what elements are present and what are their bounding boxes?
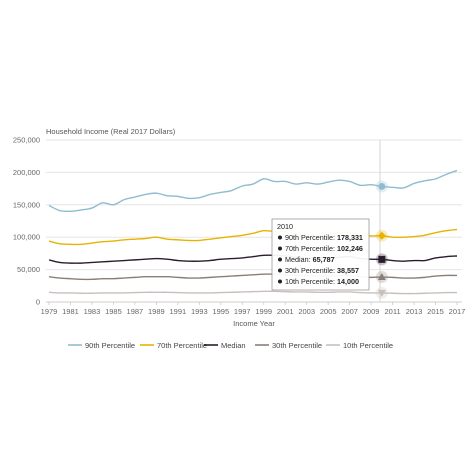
x-tick-label: 1999: [255, 307, 272, 316]
x-tick-label: 1991: [169, 307, 186, 316]
tooltip-bullet: [278, 235, 282, 240]
y-axis-ticks: 250,000 200,000 150,000 100,000 50,000 0: [13, 136, 40, 307]
y-tick-label: 200,000: [13, 168, 40, 177]
tooltip: 2010 90th Percentile: 178,331 70th Percen…: [271, 218, 370, 291]
x-tick-label: 1985: [105, 307, 122, 316]
tooltip-row-label: 90th Percentile: [285, 233, 333, 242]
tooltip-row-separator: :: [333, 233, 337, 242]
tooltip-bullet: [278, 279, 282, 284]
tooltip-row-value: 178,331: [337, 233, 363, 242]
tooltip-row-value: 102,246: [337, 244, 363, 253]
legend[interactable]: 90th Percentile 70th Percentile Median 30th…: [68, 341, 393, 350]
tooltip-row-separator: :: [309, 255, 313, 264]
y-axis-title: Household Income (Real 2017 Dollars): [46, 127, 176, 136]
legend-item-3[interactable]: 30th Percentile: [255, 341, 322, 350]
x-tick-label: 1997: [234, 307, 251, 316]
tooltip-row-label: 10th Percentile: [285, 277, 333, 286]
x-tick-label: 2017: [449, 307, 466, 316]
tooltip-box: [271, 218, 370, 291]
legend-label: 10th Percentile: [343, 341, 393, 350]
x-tick-label: 2011: [385, 307, 401, 316]
legend-label: 30th Percentile: [272, 341, 322, 350]
legend-label: 90th Percentile: [85, 341, 135, 350]
tooltip-row-label: 70th Percentile: [285, 244, 333, 253]
tooltip-row-value: 38,557: [337, 266, 359, 275]
tooltip-row: 70th Percentile: 102,246: [285, 244, 363, 253]
y-tick-label: 0: [36, 298, 40, 307]
tooltip-row: Median: 65,787: [285, 255, 335, 264]
legend-item-4[interactable]: 10th Percentile: [326, 341, 393, 350]
series-lines[interactable]: [48, 169, 458, 295]
x-tick-label: 2003: [298, 307, 315, 316]
tooltip-row-label: Median: [285, 255, 309, 264]
tooltip-bullet: [278, 257, 282, 262]
gridlines: [46, 139, 462, 271]
series-line-2[interactable]: [48, 254, 458, 264]
x-tick-label: 2007: [341, 307, 358, 316]
series-line-1[interactable]: [48, 228, 458, 246]
x-tick-label: 1993: [191, 307, 208, 316]
hover-marker: [377, 231, 386, 240]
x-tick-label: 1981: [62, 307, 79, 316]
y-tick-label: 150,000: [13, 200, 40, 209]
x-tick-label: 1987: [127, 307, 144, 316]
y-tick-label: 250,000: [13, 136, 40, 145]
tooltip-title: 2010: [277, 222, 293, 231]
series-line-4[interactable]: [48, 290, 458, 295]
tooltip-row: 10th Percentile: 14,000: [285, 277, 359, 286]
x-axis-ticks: 1979 1981 1983 1985 1987 1989 1991 1993 1995 1997…: [41, 302, 466, 316]
x-tick-label: 1995: [212, 307, 229, 316]
series-line-3[interactable]: [48, 273, 458, 281]
y-tick-label: 50,000: [17, 265, 40, 274]
hover-markers: [375, 180, 388, 299]
x-tick-label: 1979: [41, 307, 58, 316]
x-tick-label: 2001: [277, 307, 294, 316]
x-tick-label: 1983: [84, 307, 101, 316]
tooltip-row-label: 30th Percentile: [285, 266, 333, 275]
tooltip-row-value: 65,787: [313, 255, 335, 264]
hover-marker: [377, 273, 386, 281]
legend-item-0[interactable]: 90th Percentile: [68, 341, 135, 350]
tooltip-row-value: 14,000: [337, 277, 359, 286]
x-tick-label: 2013: [406, 307, 423, 316]
x-axis-title: Income Year: [233, 319, 275, 328]
hover-marker: [377, 289, 386, 297]
tooltip-row: 30th Percentile: 38,557: [285, 266, 359, 275]
legend-label: 70th Percentile: [157, 341, 207, 350]
hover-marker: [378, 255, 386, 263]
x-tick-label: 2015: [427, 307, 444, 316]
legend-item-2[interactable]: Median: [204, 341, 246, 350]
tooltip-bullet: [278, 246, 282, 251]
x-tick-label: 1989: [148, 307, 165, 316]
tooltip-bullet: [278, 268, 282, 273]
hover-marker: [378, 183, 386, 190]
tooltip-row-separator: :: [333, 266, 337, 275]
series-line-0[interactable]: [48, 169, 458, 213]
tooltip-row-separator: :: [333, 277, 337, 286]
x-tick-label: 2005: [320, 307, 337, 316]
legend-item-1[interactable]: 70th Percentile: [140, 341, 207, 350]
x-tick-label: 2009: [363, 307, 380, 316]
tooltip-row: 90th Percentile: 178,331: [285, 233, 363, 242]
tooltip-row-separator: :: [333, 244, 337, 253]
legend-label: Median: [221, 341, 246, 350]
y-tick-label: 100,000: [13, 233, 40, 242]
